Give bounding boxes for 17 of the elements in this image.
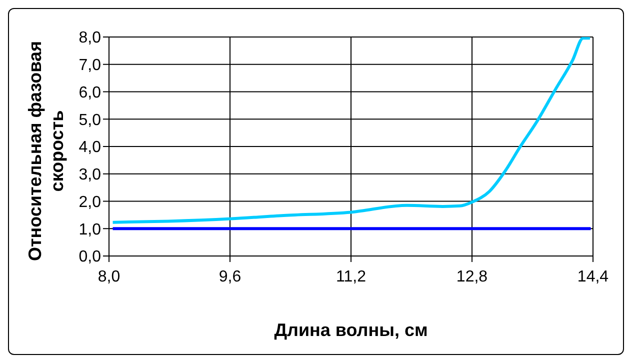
y-tick-label: 7,0 <box>78 57 102 74</box>
x-axis-title: Длина волны, см <box>274 320 428 340</box>
y-tick-label: 6,0 <box>78 84 102 102</box>
y-tick-label: 1,0 <box>78 221 102 238</box>
x-tick-label: 8,0 <box>98 268 120 286</box>
y-tick-label: 5,0 <box>78 112 102 129</box>
x-tick-label: 9,6 <box>218 268 242 286</box>
x-tick-label: 14,4 <box>577 268 609 286</box>
line-series <box>111 37 592 224</box>
x-tick-label: 11,2 <box>336 268 366 286</box>
y-tick-label: 0,0 <box>78 248 102 266</box>
y-tick-label: 3,0 <box>78 166 102 184</box>
y-axis-title: Относительная фазовая скорость <box>25 40 67 262</box>
x-tick-label: 12,8 <box>456 268 488 286</box>
y-tick-label: 8,0 <box>78 30 102 47</box>
y-tick-label: 2,0 <box>78 194 102 211</box>
y-tick-label: 4,0 <box>78 139 102 156</box>
